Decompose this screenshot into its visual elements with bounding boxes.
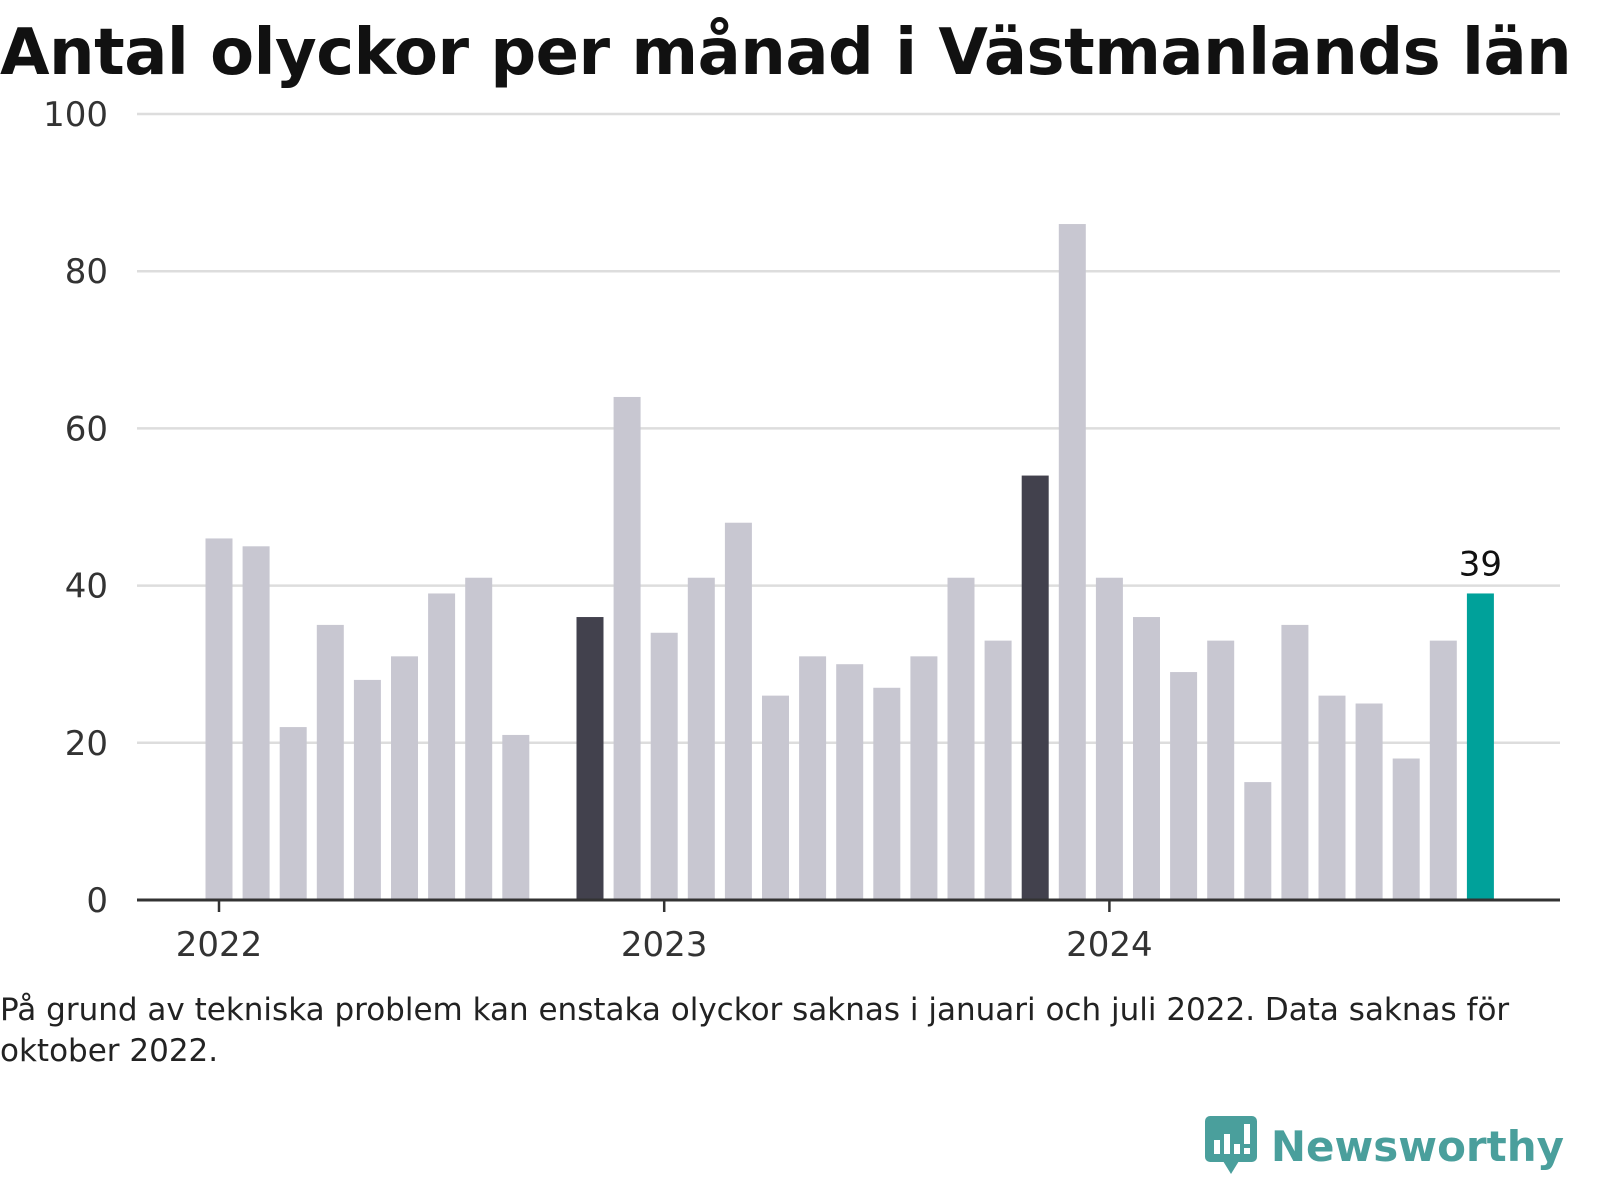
bar xyxy=(353,679,381,900)
bar xyxy=(1244,782,1272,900)
bar xyxy=(910,656,938,900)
bar xyxy=(799,656,827,900)
bar xyxy=(1021,475,1049,900)
y-tick-label: 20 xyxy=(65,724,108,764)
bar xyxy=(724,522,752,900)
bar xyxy=(650,632,678,900)
grid-lines xyxy=(137,112,1560,745)
x-tick-label: 2023 xyxy=(621,925,708,965)
bar xyxy=(1318,695,1346,900)
y-tick-label: 40 xyxy=(65,567,108,607)
newsworthy-logo-icon xyxy=(1204,1116,1257,1174)
bar xyxy=(1058,224,1086,901)
bar xyxy=(687,577,715,900)
bars xyxy=(205,224,1494,901)
bar xyxy=(873,687,901,900)
bar xyxy=(465,577,493,900)
bar xyxy=(316,624,344,900)
y-axis-tick-labels: 0 20 40 60 80 100 xyxy=(43,95,108,921)
bar-chart: 0 20 40 60 80 100 39 2022 2023 2024 xyxy=(43,95,1560,965)
bar xyxy=(984,640,1012,900)
bar xyxy=(1095,577,1123,900)
y-tick-label: 60 xyxy=(65,409,108,449)
bar xyxy=(502,734,530,900)
data-labels: 39 xyxy=(1459,544,1502,584)
bar xyxy=(576,617,604,900)
chart-title: Antal olyckor per månad i Västmanlands l… xyxy=(0,16,1572,90)
y-tick-label: 80 xyxy=(65,252,108,292)
brand-logo: Newsworthy xyxy=(1204,1116,1564,1176)
x-tick-label: 2024 xyxy=(1066,925,1153,965)
y-tick-label: 0 xyxy=(86,881,108,921)
footnote: På grund av tekniska problem kan enstaka… xyxy=(0,992,1510,1069)
bar xyxy=(242,546,270,900)
bar xyxy=(1429,640,1457,900)
bar xyxy=(1281,624,1309,900)
bar xyxy=(1355,703,1383,900)
bar xyxy=(762,695,789,900)
x-tick-label: 2022 xyxy=(176,925,263,965)
brand-name: Newsworthy xyxy=(1270,1121,1564,1171)
bar xyxy=(1392,758,1420,900)
bar xyxy=(1466,593,1494,900)
bar xyxy=(947,577,975,900)
bar xyxy=(836,664,864,900)
bar xyxy=(279,727,307,900)
bar xyxy=(1207,640,1235,900)
bar xyxy=(1133,617,1160,900)
bar xyxy=(205,538,233,900)
bar xyxy=(613,396,641,900)
bar xyxy=(391,656,418,900)
bar xyxy=(428,593,456,900)
bar xyxy=(1170,672,1198,900)
x-axis: 2022 2023 2024 xyxy=(137,898,1560,965)
data-label: 39 xyxy=(1459,544,1502,584)
y-tick-label: 100 xyxy=(43,95,108,135)
